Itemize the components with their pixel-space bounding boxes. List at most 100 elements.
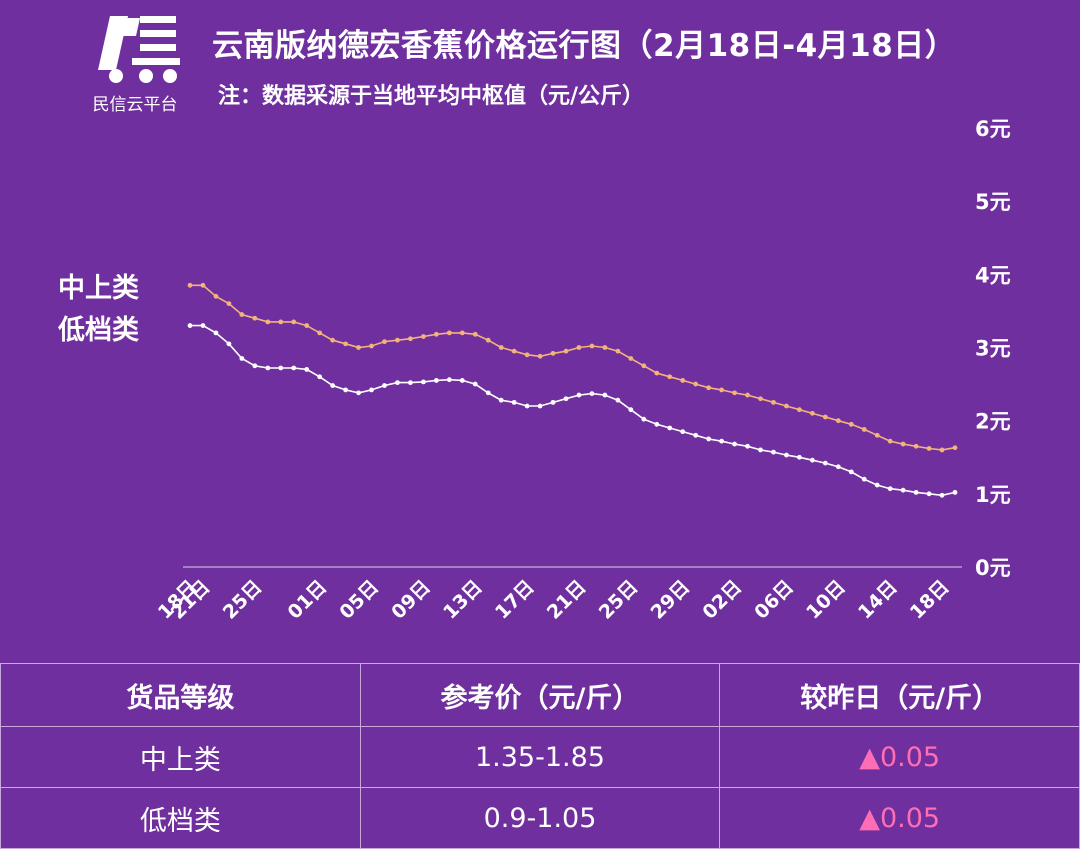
- grade-cell: 中上类: [0, 726, 361, 788]
- data-point: [602, 392, 608, 398]
- change-cell: ▲0.05: [719, 787, 1080, 849]
- chart-subtitle: 注：数据采源于当地平均中枢值（元/公斤）: [218, 84, 645, 109]
- data-point: [382, 339, 387, 345]
- data-point: [628, 356, 634, 361]
- data-point: [369, 343, 374, 349]
- data-point: [667, 374, 673, 380]
- data-point: [693, 381, 699, 387]
- data-point: [317, 330, 323, 336]
- series-line-lower: [190, 324, 956, 497]
- data-point: [745, 392, 750, 398]
- data-point: [615, 348, 621, 354]
- data-point: [343, 387, 348, 393]
- data-point: [861, 427, 867, 432]
- price-table: 货品等级 参考价（元/斤） 较昨日（元/斤） 中上类 1.35-1.85 ▲0.…: [0, 663, 1080, 849]
- x-tick-label: 02日: [698, 576, 746, 624]
- data-point: [498, 397, 504, 403]
- data-point: [913, 443, 919, 449]
- data-point: [356, 345, 361, 350]
- data-point: [913, 489, 919, 495]
- data-point: [485, 390, 491, 396]
- y-tick-label: 5元: [975, 190, 1011, 214]
- data-point: [874, 432, 880, 438]
- data-point: [654, 370, 660, 376]
- data-point: [433, 378, 439, 383]
- series-line-upper: [190, 284, 956, 451]
- data-point: [887, 486, 893, 492]
- data-point: [550, 399, 556, 405]
- data-point: [304, 323, 310, 328]
- data-point: [187, 282, 193, 288]
- data-point: [524, 403, 530, 409]
- data-point: [330, 337, 336, 343]
- data-point: [317, 374, 323, 380]
- data-point: [563, 348, 569, 354]
- data-point: [563, 396, 569, 402]
- data-point: [226, 341, 232, 347]
- data-point: [939, 492, 945, 498]
- data-point: [732, 390, 737, 396]
- data-point: [485, 337, 491, 343]
- logo-text: 民信云平台: [92, 95, 178, 115]
- x-tick-label: 01日: [283, 576, 331, 624]
- change-cell: ▲0.05: [719, 726, 1080, 788]
- y-tick-label: 1元: [975, 483, 1011, 507]
- header-change: 较昨日（元/斤）: [719, 663, 1080, 727]
- data-point: [524, 352, 530, 358]
- data-point: [213, 293, 219, 299]
- data-point: [745, 443, 750, 449]
- data-point: [226, 301, 232, 306]
- data-point: [291, 365, 297, 371]
- data-point: [252, 315, 258, 321]
- data-point: [369, 387, 374, 393]
- header-price: 参考价（元/斤）: [359, 663, 721, 727]
- data-point: [680, 429, 686, 435]
- data-point: [395, 380, 400, 386]
- x-tick-label: 10日: [802, 576, 850, 624]
- data-point: [278, 319, 284, 325]
- x-tick-label: 29日: [647, 576, 695, 624]
- data-point: [758, 396, 763, 402]
- y-tick-label: 0元: [975, 556, 1011, 580]
- data-point: [628, 407, 634, 413]
- y-tick-label: 6元: [975, 117, 1011, 141]
- x-tick-label: 06日: [750, 576, 798, 624]
- legend-upper: 中上类: [58, 273, 139, 304]
- data-point: [900, 487, 906, 493]
- data-point: [537, 353, 543, 359]
- data-point: [187, 323, 193, 328]
- data-point: [706, 385, 712, 391]
- data-point: [278, 365, 284, 371]
- data-point: [213, 330, 219, 336]
- x-tick-label: 14日: [854, 576, 902, 624]
- y-tick-label: 4元: [975, 263, 1011, 287]
- data-point: [861, 476, 867, 482]
- data-point: [408, 380, 413, 386]
- table-row: 中上类 1.35-1.85 ▲0.05: [0, 726, 1080, 788]
- data-point: [459, 330, 465, 336]
- data-point: [252, 363, 258, 369]
- data-point: [797, 454, 802, 460]
- data-point: [602, 345, 608, 350]
- data-point: [887, 438, 893, 444]
- data-point: [809, 410, 815, 416]
- data-point: [952, 489, 958, 495]
- data-point: [848, 421, 854, 427]
- data-point: [589, 391, 595, 396]
- price-cell: 1.35-1.85: [359, 726, 721, 788]
- data-point: [641, 416, 647, 422]
- table-row: 低档类 0.9-1.05 ▲0.05: [0, 787, 1080, 849]
- data-point: [680, 378, 686, 383]
- data-point: [265, 319, 271, 325]
- legend-lower: 低档类: [58, 315, 139, 346]
- data-point: [719, 387, 725, 393]
- header-grade: 货品等级: [0, 663, 361, 727]
- x-tick-label: 17日: [491, 576, 539, 624]
- data-point: [952, 445, 958, 451]
- data-point: [511, 399, 517, 405]
- x-tick-label: 21日: [543, 576, 591, 624]
- y-tick-label: 3元: [975, 337, 1011, 361]
- data-point: [511, 348, 517, 354]
- data-point: [446, 377, 452, 383]
